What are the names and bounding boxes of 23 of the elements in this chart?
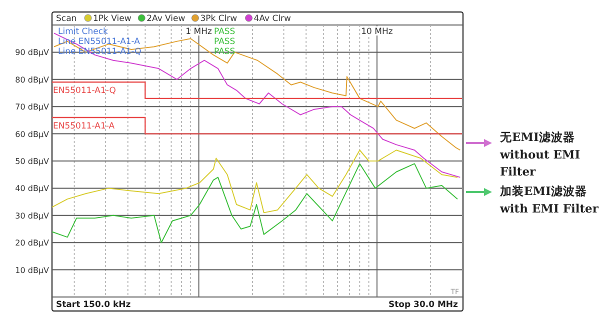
y-tick-label: 90 dBµV — [15, 48, 50, 58]
y-tick-label: 20 dBµV — [15, 238, 50, 248]
annotation: Limit Check — [58, 27, 108, 37]
series-label: EN55011-A1-A — [53, 121, 115, 132]
y-tick-label: 10 dBµV — [15, 266, 50, 275]
text: 无EMI滤波器 without EMI Filter — [499, 130, 580, 178]
y-tick-label: 30 dBµV — [15, 211, 50, 220]
annotation: PASS — [214, 37, 236, 47]
y-tick-label: 80 dBµV — [15, 75, 50, 84]
text: Scan — [56, 14, 77, 24]
legend-label: 4Av Clrw — [254, 14, 292, 24]
text: Start 150.0 kHz — [56, 300, 131, 310]
y-tick-label: 70 dBµV — [15, 102, 50, 112]
y-tick-label: 50 dBµV — [15, 157, 50, 166]
legend-label: 3Pk Clrw — [200, 14, 238, 24]
annotation: PASS — [214, 27, 236, 37]
y-tick-label: 60 dBµV — [15, 130, 50, 139]
legend-label: 2Av View — [146, 14, 186, 24]
legend-label: 1Pk View — [93, 14, 132, 24]
series-label: EN55011-A1-Q — [53, 86, 116, 96]
y-tick-label: 40 dBµV — [15, 184, 50, 194]
text: 加装EMI滤波器 with EMI Filter — [499, 184, 600, 216]
text: Stop 30.0 MHz — [388, 300, 458, 310]
